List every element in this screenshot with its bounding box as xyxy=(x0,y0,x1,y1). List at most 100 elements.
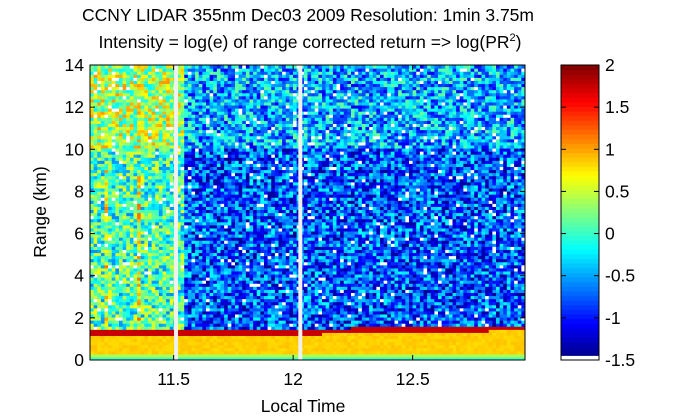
heatmap-cell xyxy=(108,120,113,124)
heatmap-cell xyxy=(184,353,189,358)
heatmap-cell xyxy=(245,212,251,217)
heatmap-cell xyxy=(119,335,124,340)
heatmap-cell xyxy=(213,83,218,88)
heatmap-cell xyxy=(238,307,243,312)
heatmap-cell xyxy=(267,286,272,290)
heatmap-cell xyxy=(111,243,116,247)
heatmap-cell xyxy=(253,175,258,180)
heatmap-cell xyxy=(256,353,261,358)
heatmap-cell xyxy=(220,347,225,352)
heatmap-cell xyxy=(93,224,98,229)
heatmap-cell xyxy=(126,212,131,217)
heatmap-cell xyxy=(169,240,174,244)
heatmap-cell xyxy=(213,129,218,134)
heatmap-cell xyxy=(191,227,196,232)
heatmap-cell xyxy=(216,123,222,128)
heatmap-cell xyxy=(235,74,240,78)
heatmap-cell xyxy=(169,350,174,355)
heatmap-cell xyxy=(187,350,193,355)
heatmap-cell xyxy=(115,172,120,177)
heatmap-cell xyxy=(93,335,98,340)
heatmap-cell xyxy=(180,77,185,81)
heatmap-cell xyxy=(256,230,261,235)
heatmap-cell xyxy=(202,68,207,72)
heatmap-cell xyxy=(148,200,153,204)
heatmap-cell xyxy=(93,310,98,315)
heatmap-cell xyxy=(122,264,127,269)
heatmap-cell xyxy=(122,258,127,263)
heatmap-cell xyxy=(220,323,225,327)
heatmap-cell xyxy=(140,292,145,297)
heatmap-cell xyxy=(180,310,185,315)
heatmap-cell xyxy=(184,310,189,315)
heatmap-cell xyxy=(180,215,185,220)
heatmap-cell xyxy=(144,144,149,149)
heatmap-cell xyxy=(111,203,116,207)
heatmap-cell xyxy=(191,335,196,340)
heatmap-cell xyxy=(224,83,229,88)
heatmap-cell xyxy=(115,197,120,201)
heatmap-cell xyxy=(220,135,225,140)
heatmap-cell xyxy=(115,77,120,81)
heatmap-cell xyxy=(126,215,131,220)
heatmap-cell xyxy=(115,316,120,321)
heatmap-cell xyxy=(133,138,138,143)
heatmap-cell xyxy=(100,89,106,94)
heatmap-cell xyxy=(108,68,113,72)
heatmap-cell xyxy=(242,157,247,161)
heatmap-cell xyxy=(256,104,261,109)
heatmap-cell xyxy=(260,126,265,131)
heatmap-cell xyxy=(245,224,251,229)
heatmap-cell xyxy=(137,329,142,333)
heatmap-cell xyxy=(264,353,269,358)
heatmap-cell xyxy=(90,74,95,78)
heatmap-cell xyxy=(119,350,124,355)
heatmap-cell xyxy=(133,289,138,293)
heatmap-cell xyxy=(224,249,229,254)
heatmap-cell xyxy=(274,258,280,263)
heatmap-cell xyxy=(169,286,174,290)
heatmap-cell xyxy=(148,175,153,180)
heatmap-cell xyxy=(126,316,131,321)
heatmap-cell xyxy=(220,141,225,146)
heatmap-cell xyxy=(209,65,214,69)
heatmap-cell xyxy=(140,221,145,226)
heatmap-cell xyxy=(271,243,276,247)
heatmap-cell xyxy=(242,350,247,355)
heatmap-cell xyxy=(180,169,185,174)
heatmap-cell xyxy=(151,280,156,284)
heatmap-cell xyxy=(155,200,160,204)
heatmap-cell xyxy=(191,132,196,137)
heatmap-cell xyxy=(108,215,113,220)
heatmap-cell xyxy=(126,221,131,226)
heatmap-cell xyxy=(253,283,258,287)
heatmap-cell xyxy=(191,323,196,327)
heatmap-cell xyxy=(242,160,247,164)
heatmap-cell xyxy=(133,181,138,186)
heatmap-cell xyxy=(144,246,149,250)
heatmap-cell xyxy=(238,175,243,180)
heatmap-cell xyxy=(115,218,120,223)
heatmap-cell xyxy=(184,147,189,152)
heatmap-cell xyxy=(224,200,229,204)
heatmap-cell xyxy=(220,129,225,134)
heatmap-cell xyxy=(245,237,251,241)
heatmap-cell xyxy=(220,151,225,155)
heatmap-cell xyxy=(267,353,272,358)
heatmap-cell xyxy=(184,86,189,91)
heatmap-cell xyxy=(169,221,174,226)
heatmap-cell xyxy=(140,120,145,124)
heatmap-cell xyxy=(220,178,225,183)
heatmap-cell xyxy=(231,163,236,167)
heatmap-cell xyxy=(274,166,280,171)
heatmap-cell xyxy=(144,80,149,85)
heatmap-cell xyxy=(202,80,207,85)
heatmap-cell xyxy=(129,209,135,214)
heatmap-cell xyxy=(169,117,174,121)
heatmap-cell xyxy=(184,344,189,349)
heatmap-cell xyxy=(213,77,218,81)
heatmap-cell xyxy=(216,326,222,330)
heatmap-cell xyxy=(267,338,272,343)
heatmap-cell xyxy=(104,310,109,315)
heatmap-cell xyxy=(115,89,120,94)
